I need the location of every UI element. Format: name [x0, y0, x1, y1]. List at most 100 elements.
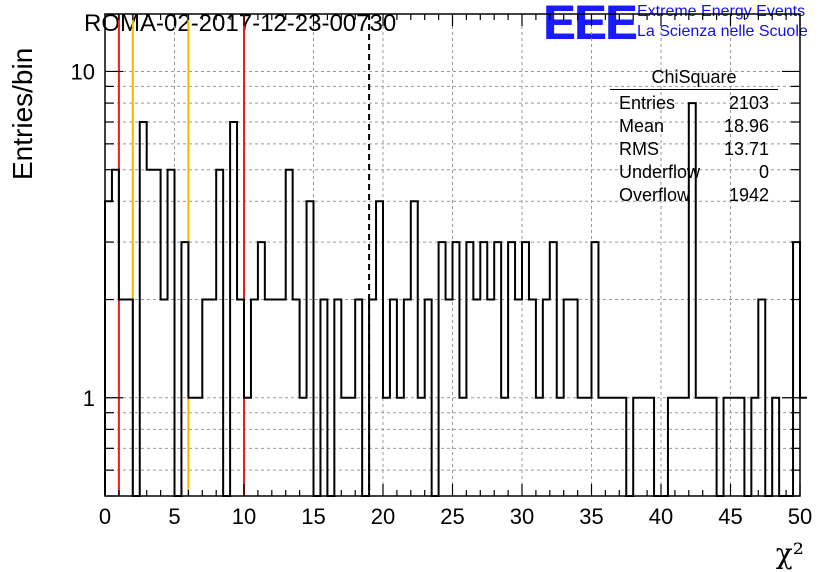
histogram-bin: [557, 398, 564, 496]
histogram-bin: [390, 300, 397, 496]
histogram-bin: [466, 242, 473, 496]
stats-value: 1942: [728, 185, 769, 205]
histogram-bin: [383, 398, 390, 496]
histogram-bin: [522, 242, 529, 496]
logo-line-2: La Scienza nelle Scuole: [637, 23, 808, 40]
histogram-bin: [772, 398, 779, 496]
histogram-bin: [758, 300, 765, 496]
histogram-bin: [487, 300, 494, 496]
x-tick-label: 10: [232, 504, 256, 529]
histogram-steps: [104, 102, 807, 497]
histogram-bin: [459, 398, 466, 496]
stats-row: Mean 18.96: [610, 116, 778, 139]
histogram-bin: [598, 398, 605, 496]
histogram-bin: [154, 170, 161, 496]
histogram-bin: [216, 170, 223, 496]
stats-label: Mean: [619, 116, 665, 136]
eee-logo: EEE: [543, 0, 637, 50]
logo-line-1: Extreme Energy Events: [637, 3, 806, 20]
histogram-bin: [793, 242, 800, 496]
histogram-bin: [181, 242, 188, 496]
histogram-bin: [355, 300, 362, 496]
histogram-bin: [737, 398, 744, 496]
histogram-bin: [334, 300, 341, 496]
x-tick-label: 40: [649, 504, 673, 529]
histogram-bin: [508, 242, 515, 496]
stats-value: 0: [758, 162, 769, 182]
histogram-bin: [564, 300, 571, 496]
histogram-bin: [529, 300, 536, 496]
x-tick-label: 30: [510, 504, 534, 529]
stats-row: Entries 2103: [610, 93, 778, 116]
histogram-bin: [633, 398, 640, 496]
histogram-bin: [751, 398, 758, 496]
histogram-bin: [168, 170, 175, 496]
axis-ticks: 0 5 10 15 20 25 30 35 40 45 50 1 10: [71, 14, 812, 529]
histogram-bin: [446, 300, 453, 496]
histogram-bin: [418, 398, 425, 496]
histogram-bin: [230, 122, 237, 496]
histogram-bin: [272, 300, 279, 496]
histogram-bin: [501, 398, 508, 496]
histogram-bin: [369, 300, 376, 496]
stats-label: RMS: [619, 139, 659, 159]
histogram-series: [104, 102, 807, 497]
histogram-bin: [710, 398, 717, 496]
histogram-bin: [696, 398, 703, 496]
stats-box: ChiSquare Entries 2103 Mean 18.96 RMS 13.71…: [610, 67, 778, 208]
histogram-bin: [320, 300, 327, 496]
histogram-bin: [536, 398, 543, 496]
histogram-bin: [494, 242, 501, 496]
x-tick-label: 25: [440, 504, 464, 529]
histogram-bin: [682, 398, 689, 496]
x-axis-label: χ²: [775, 537, 804, 570]
stats-value: 18.96: [723, 116, 769, 136]
histogram-bin: [675, 398, 682, 496]
histogram-bin: [112, 170, 119, 496]
histogram-bin: [543, 300, 550, 496]
histogram-bin: [619, 398, 626, 496]
histogram-bin: [703, 398, 710, 496]
stats-row: RMS 13.71: [610, 139, 778, 162]
stats-title: ChiSquare: [610, 67, 778, 90]
histogram-bin: [244, 398, 251, 496]
y-tick-label: 10: [71, 59, 95, 84]
stats-row: Underflow 0: [610, 162, 778, 185]
histogram-bin: [188, 398, 195, 496]
histogram-bin: [279, 300, 286, 496]
histogram-bin: [404, 300, 411, 496]
stats-label: Overflow: [619, 185, 691, 205]
histogram-bin: [571, 300, 578, 496]
histogram-bin: [258, 242, 265, 496]
histogram-bin: [731, 398, 738, 496]
histogram-bin: [209, 300, 216, 496]
histogram-bin: [612, 398, 619, 496]
histogram-bin: [439, 242, 446, 496]
stats-value: 2103: [728, 93, 769, 113]
stats-row: Overflow 1942: [610, 185, 778, 208]
histogram-bin: [515, 300, 522, 496]
histogram-bin: [578, 398, 585, 496]
histogram-bin: [640, 398, 647, 496]
histogram-bin: [202, 300, 209, 496]
x-tick-label: 50: [788, 504, 812, 529]
histogram-bin: [668, 398, 675, 496]
histogram-bin: [286, 170, 293, 496]
stats-label: Underflow: [619, 162, 701, 182]
histogram-bin: [724, 398, 731, 496]
histogram-bin: [147, 170, 154, 496]
histogram-bin: [341, 398, 348, 496]
histogram-bin: [800, 398, 807, 496]
histogram-bin: [473, 300, 480, 496]
x-tick-label: 5: [168, 504, 180, 529]
histogram-bin: [348, 398, 355, 496]
histogram-bin: [376, 201, 383, 496]
histogram-bin: [251, 300, 258, 496]
histogram-bin: [105, 201, 112, 496]
histogram-bin: [126, 300, 133, 496]
histogram-bin: [397, 398, 404, 496]
histogram-bin: [237, 300, 244, 496]
stats-value: 13.71: [723, 139, 769, 159]
x-tick-label: 0: [99, 504, 111, 529]
